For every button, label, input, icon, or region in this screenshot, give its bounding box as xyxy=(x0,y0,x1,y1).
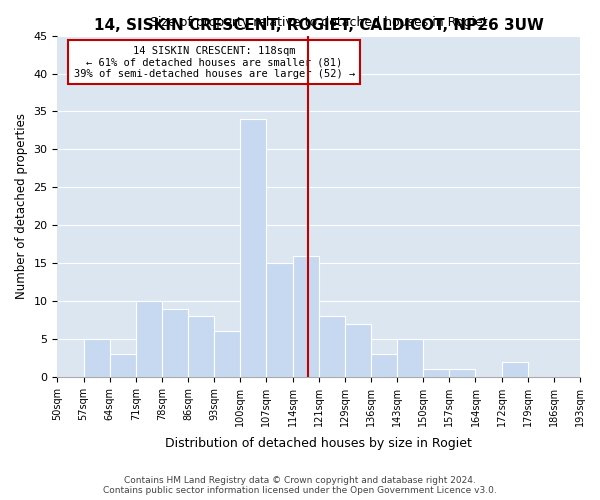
Bar xyxy=(83,339,110,377)
Bar xyxy=(241,119,266,377)
Bar xyxy=(371,354,397,377)
Bar xyxy=(345,324,371,377)
Bar xyxy=(162,308,188,377)
Text: Size of property relative to detached houses in Rogiet: Size of property relative to detached ho… xyxy=(150,16,488,29)
Bar xyxy=(449,369,475,377)
Bar xyxy=(293,256,319,377)
Bar xyxy=(188,316,214,377)
Bar xyxy=(319,316,345,377)
Bar xyxy=(502,362,528,377)
Title: 14, SISKIN CRESCENT, ROGIET, CALDICOT, NP26 3UW: 14, SISKIN CRESCENT, ROGIET, CALDICOT, N… xyxy=(94,18,544,33)
Bar xyxy=(397,339,423,377)
Text: Contains HM Land Registry data © Crown copyright and database right 2024.
Contai: Contains HM Land Registry data © Crown c… xyxy=(103,476,497,495)
Bar xyxy=(136,301,162,377)
Bar xyxy=(423,369,449,377)
Bar xyxy=(214,332,241,377)
Bar xyxy=(110,354,136,377)
Text: 14 SISKIN CRESCENT: 118sqm
← 61% of detached houses are smaller (81)
39% of semi: 14 SISKIN CRESCENT: 118sqm ← 61% of deta… xyxy=(74,46,355,79)
Y-axis label: Number of detached properties: Number of detached properties xyxy=(15,113,28,299)
Bar xyxy=(266,263,293,377)
X-axis label: Distribution of detached houses by size in Rogiet: Distribution of detached houses by size … xyxy=(165,437,472,450)
